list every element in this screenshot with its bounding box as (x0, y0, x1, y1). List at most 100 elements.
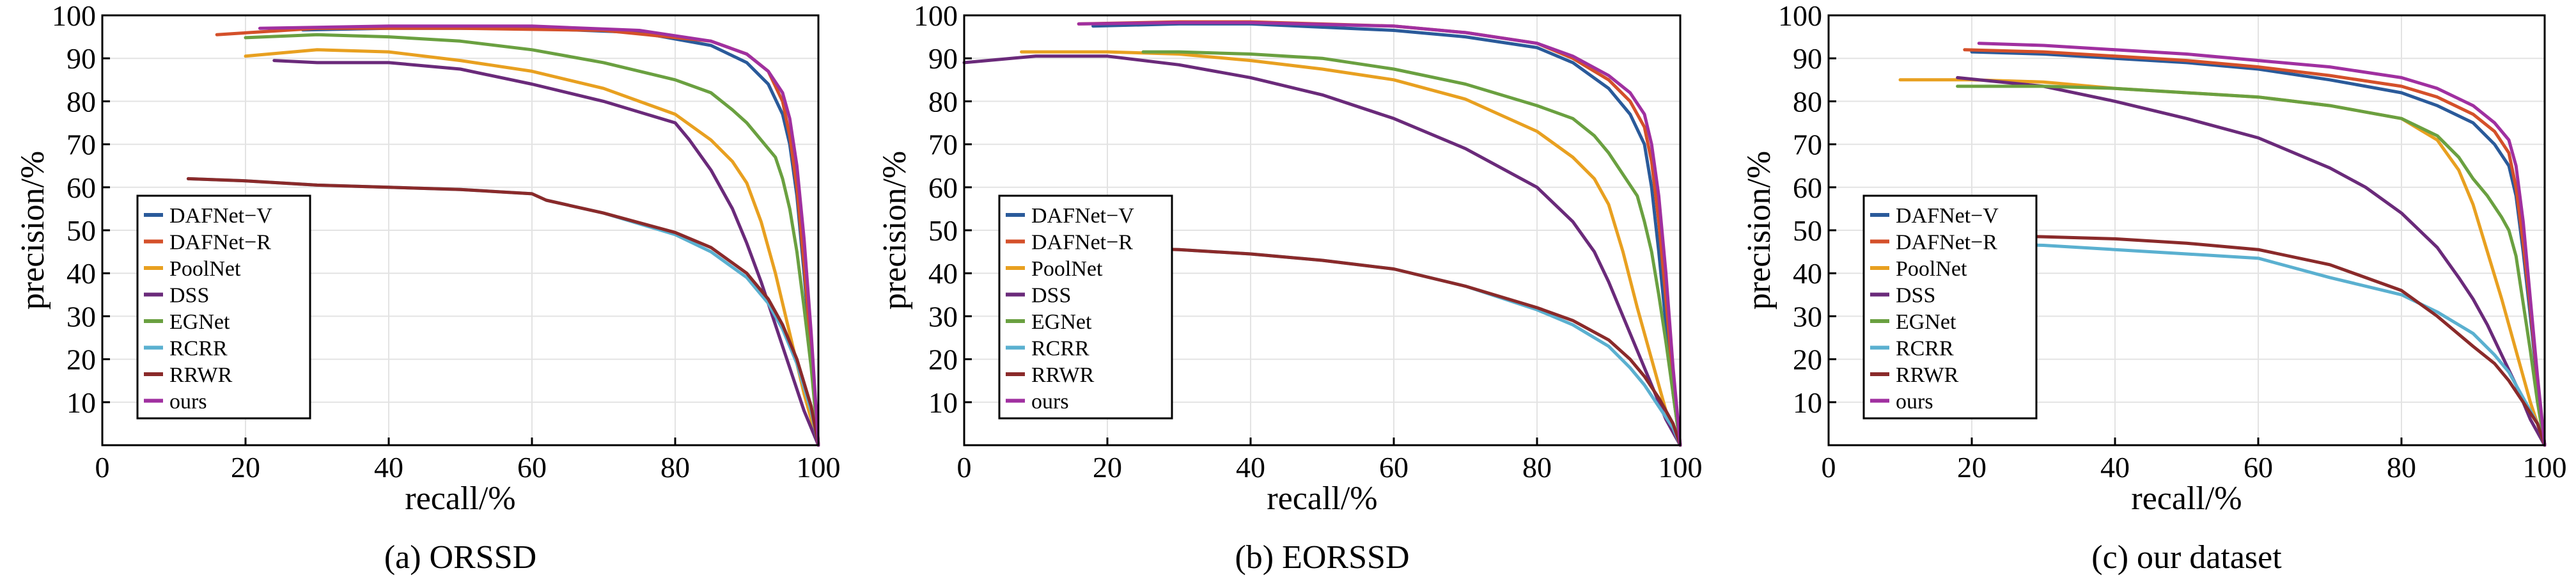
x-tick-label: 0 (95, 451, 110, 484)
series-line-egnet (1141, 50, 1682, 447)
legend-label: RRWR (1031, 363, 1095, 387)
legend-box (1862, 194, 2038, 420)
y-tick-label: 60 (66, 171, 96, 204)
x-tick-label: 40 (374, 451, 403, 484)
legend-label: DAFNet−V (169, 204, 272, 228)
x-tick-label: 60 (2244, 451, 2273, 484)
legend-label: RCRR (169, 337, 228, 361)
series-line-dafnet-v (1091, 22, 1682, 447)
y-tick-label: 40 (1793, 257, 1822, 290)
y-tick-label: 40 (928, 257, 958, 290)
y-tick-label: 20 (66, 343, 96, 376)
y-tick-label: 100 (1778, 0, 1822, 32)
y-tick-label: 80 (1793, 85, 1822, 118)
legend-label: DAFNet−V (1031, 204, 1134, 228)
series-line-rrwr (186, 177, 820, 447)
x-tick-label: 20 (231, 451, 260, 484)
legend-label: DSS (1896, 284, 1935, 308)
y-tick-label: 80 (928, 85, 958, 118)
x-tick-label: 40 (1236, 451, 1265, 484)
y-tick-label: 30 (928, 300, 958, 333)
x-tick-label: 40 (2100, 451, 2130, 484)
legend-label: RCRR (1896, 337, 1954, 361)
chart-caption: (b) EORSSD (1235, 539, 1409, 576)
series-line-rrwr (1948, 233, 2547, 447)
series-line-egnet (1956, 84, 2547, 447)
chart-caption: (a) ORSSD (384, 539, 536, 576)
legend-label: ours (1896, 390, 1933, 414)
legend-label: DAFNet−R (1896, 231, 1997, 255)
x-tick-label: 100 (797, 451, 841, 484)
series-line-egnet (244, 33, 820, 447)
series-line-dss (272, 59, 820, 447)
legend-label: DAFNet−R (169, 231, 271, 255)
series-line-dss (1956, 75, 2547, 447)
y-tick-label: 60 (928, 171, 958, 204)
x-tick-label: 80 (660, 451, 690, 484)
legend-label: PoolNet (169, 257, 241, 281)
y-axis-label: precision/% (877, 151, 913, 310)
x-tick-label: 60 (1379, 451, 1409, 484)
y-tick-label: 50 (66, 214, 96, 247)
y-axis-label: precision/% (1741, 151, 1777, 310)
y-tick-label: 90 (928, 42, 958, 75)
legend-label: ours (1031, 390, 1069, 414)
y-tick-label: 80 (66, 85, 96, 118)
y-tick-label: 50 (928, 214, 958, 247)
series-line-ours (1977, 42, 2547, 447)
legend-label: EGNet (1896, 310, 1956, 334)
y-tick-label: 50 (1793, 214, 1822, 247)
legend-label: DSS (1031, 284, 1071, 308)
legend-label: PoolNet (1031, 257, 1103, 281)
y-tick-label: 60 (1793, 171, 1822, 204)
x-tick-label: 60 (517, 451, 547, 484)
series-line-poolnet (1020, 50, 1682, 447)
y-tick-label: 30 (1793, 300, 1822, 333)
series-line-dafnet-r (1963, 48, 2547, 447)
y-tick-label: 10 (1793, 386, 1822, 419)
y-tick-label: 40 (66, 257, 96, 290)
y-tick-label: 90 (66, 42, 96, 75)
chart-panel-3: 0 20 40 60 80 100 10 20 30 40 50 60 70 80 90 100 recall/… (1741, 0, 2567, 576)
x-axis-label: recall/% (405, 480, 515, 517)
y-tick-label: 30 (66, 300, 96, 333)
y-axis-label: precision/% (15, 151, 51, 310)
x-axis-label: recall/% (1267, 480, 1377, 517)
x-tick-label: 100 (2523, 451, 2567, 484)
legend-label: EGNet (1031, 310, 1092, 334)
legend-label: ours (169, 390, 207, 414)
x-tick-label: 20 (1957, 451, 1987, 484)
legend-label: DSS (169, 284, 209, 308)
chart-caption: (c) our dataset (2091, 539, 2282, 576)
x-axis-label: recall/% (2131, 480, 2242, 517)
legend-label: RRWR (169, 363, 233, 387)
series-line-ours (258, 24, 820, 447)
y-tick-label: 90 (1793, 42, 1822, 75)
series-line-poolnet (244, 48, 820, 447)
x-tick-label: 0 (957, 451, 972, 484)
chart-panel-2: 0 20 40 60 80 100 10 20 30 40 50 60 70 80 90 100 recall/… (877, 0, 1703, 576)
legend-label: RRWR (1896, 363, 1959, 387)
y-tick-label: 20 (1793, 343, 1822, 376)
y-tick-label: 100 (914, 0, 958, 32)
x-tick-label: 100 (1659, 451, 1703, 484)
y-tick-label: 70 (66, 129, 96, 161)
x-tick-label: 20 (1093, 451, 1122, 484)
y-tick-label: 70 (928, 129, 958, 161)
chart-panel-1: 0 20 40 60 80 100 10 20 30 40 50 60 70 80 90 100 recall/… (15, 0, 841, 576)
y-tick-label: 70 (1793, 129, 1822, 161)
legend-label: PoolNet (1896, 257, 1967, 281)
x-tick-label: 80 (1522, 451, 1552, 484)
legend-label: DAFNet−V (1896, 204, 1999, 228)
legend-label: EGNet (169, 310, 230, 334)
x-tick-label: 0 (1822, 451, 1836, 484)
legend-label: DAFNet−R (1031, 231, 1133, 255)
y-tick-label: 100 (52, 0, 96, 32)
legend-label: RCRR (1031, 337, 1089, 361)
x-tick-label: 80 (2387, 451, 2416, 484)
